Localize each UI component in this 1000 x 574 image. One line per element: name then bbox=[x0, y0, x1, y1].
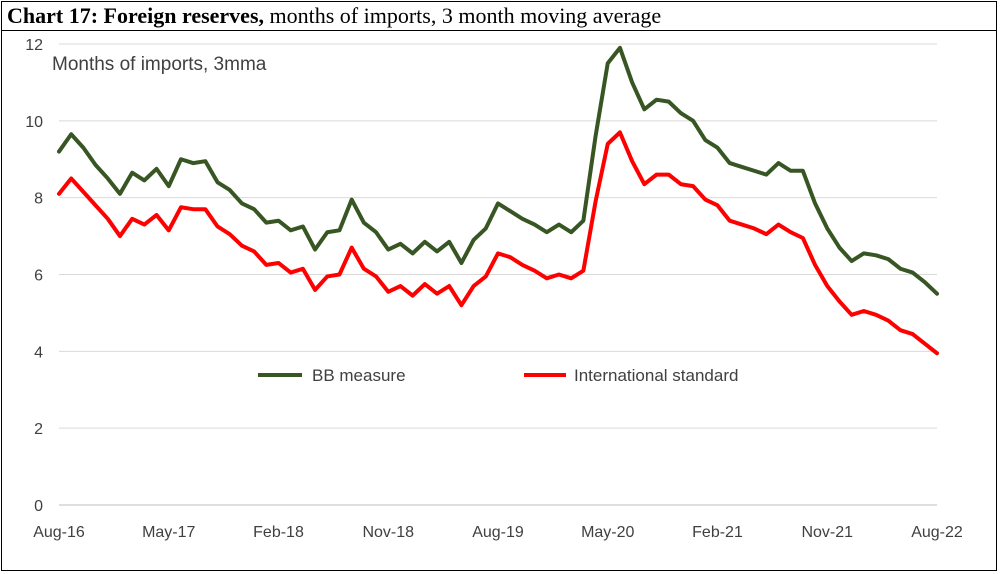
chart-title: Chart 17: Foreign reserves, months of im… bbox=[1, 1, 997, 31]
x-tick-label: Aug-22 bbox=[911, 524, 963, 541]
gridlines bbox=[59, 43, 937, 429]
chart-title-rest: months of imports, 3 month moving averag… bbox=[264, 3, 662, 28]
x-tick-label: Feb-18 bbox=[253, 524, 304, 541]
x-tick-label: Feb-21 bbox=[692, 524, 743, 541]
y-axis-ticks: 0 2 4 6 8 10 12 bbox=[25, 37, 43, 515]
y-tick-label: 12 bbox=[25, 37, 43, 54]
y-tick-label: 6 bbox=[34, 268, 43, 285]
series-line-international-standard bbox=[57, 130, 939, 356]
legend-label: International standard bbox=[574, 366, 738, 385]
y-tick-label: 2 bbox=[34, 421, 43, 438]
x-tick-label: Aug-16 bbox=[33, 524, 85, 541]
x-tick-label: Aug-19 bbox=[472, 524, 524, 541]
x-tick-label: May-20 bbox=[581, 524, 634, 541]
y-tick-label: 8 bbox=[34, 191, 43, 208]
legend-label: BB measure bbox=[312, 366, 406, 385]
y-tick-label: 0 bbox=[34, 498, 43, 515]
chart-title-bold: Chart 17: Foreign reserves, bbox=[7, 3, 265, 28]
x-tick-label: Nov-18 bbox=[362, 524, 414, 541]
y-tick-label: 10 bbox=[25, 114, 43, 131]
chart-annotation: Months of imports, 3mma bbox=[52, 54, 267, 75]
x-axis-ticks: Aug-16 May-17 Feb-18 Nov-18 Aug-19 May-20 Feb-… bbox=[33, 524, 963, 541]
x-tick-label: Nov-21 bbox=[801, 524, 853, 541]
legend: BB measure International standard bbox=[258, 366, 738, 385]
series-line-bb-measure bbox=[57, 45, 939, 296]
y-tick-label: 4 bbox=[34, 344, 43, 361]
x-tick-label: May-17 bbox=[142, 524, 195, 541]
series-lines bbox=[57, 45, 939, 356]
